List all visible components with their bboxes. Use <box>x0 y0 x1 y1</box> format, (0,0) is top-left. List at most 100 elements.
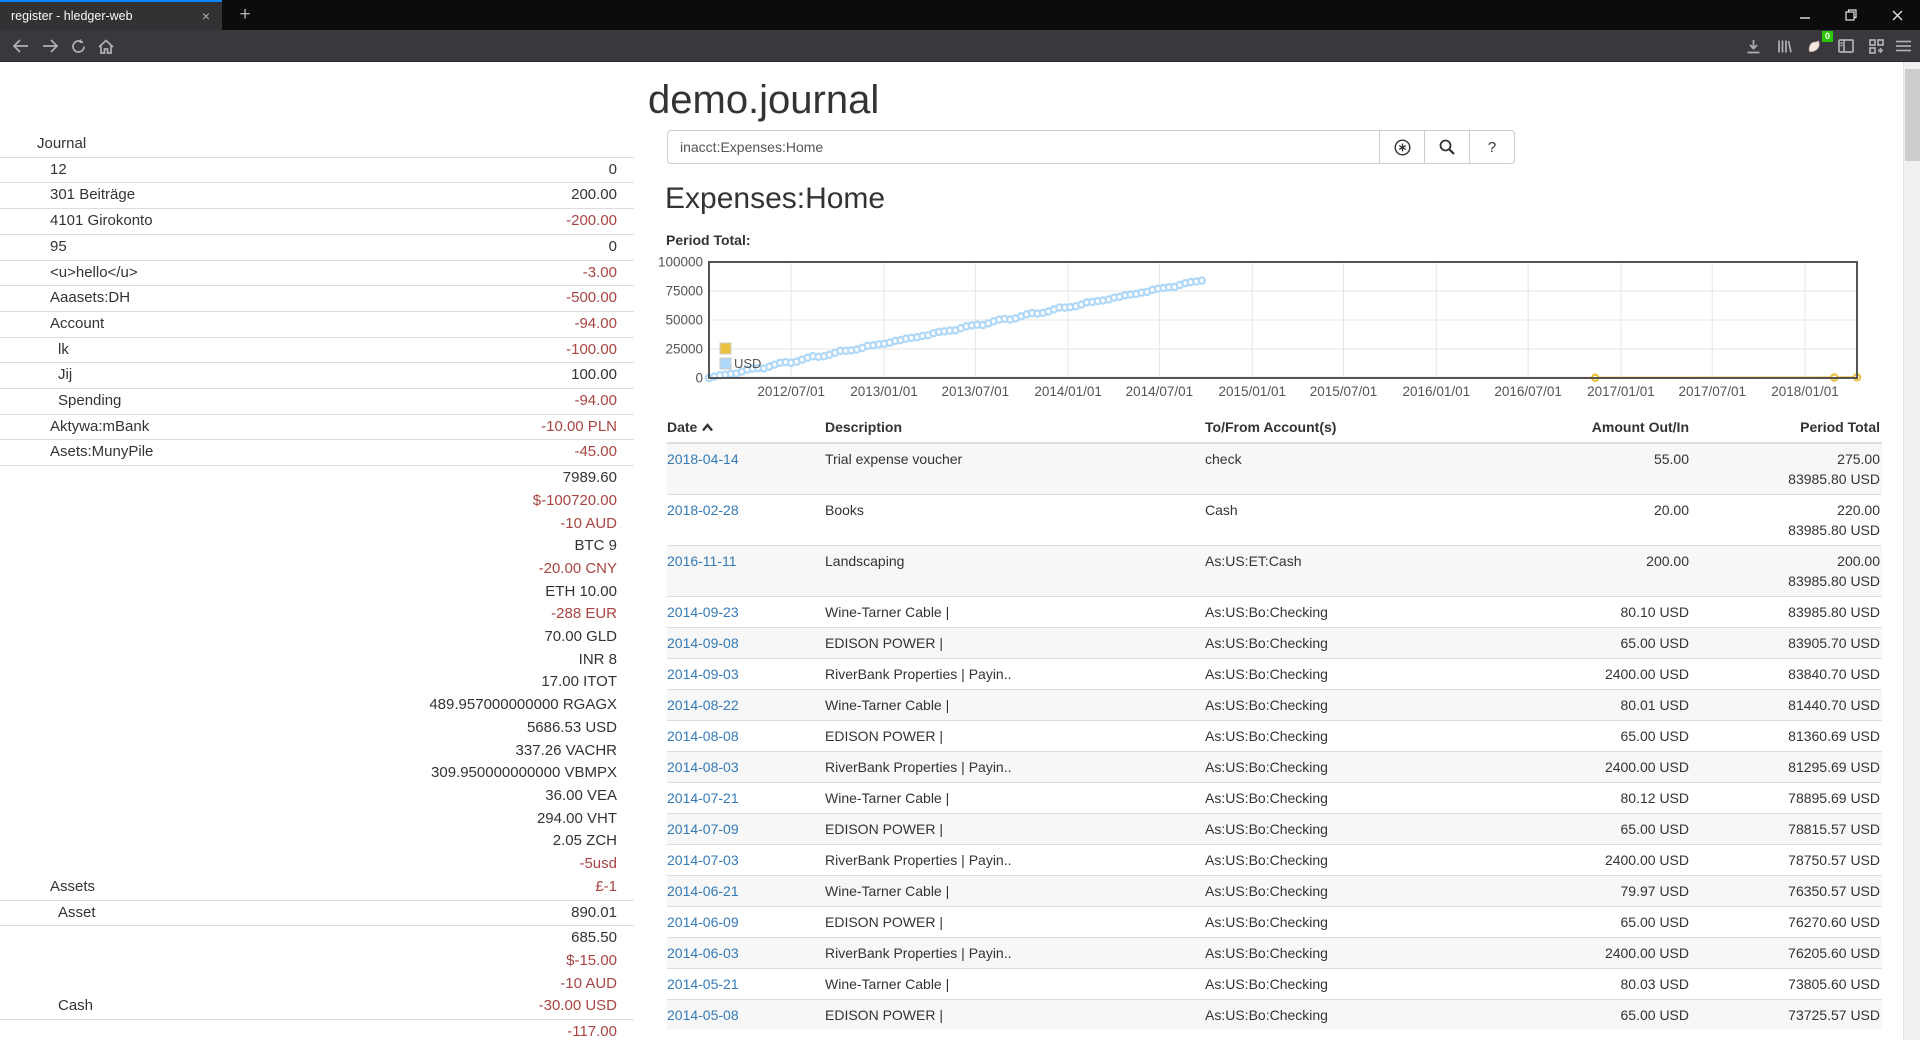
account-link[interactable]: Cash <box>58 997 94 1015</box>
register-row[interactable]: 2014-05-21 Wine-Tarner Cable | As:US:Bo:Ch… <box>667 968 1882 1000</box>
sidebar-account-row[interactable]: lk -100.00 <box>0 338 634 364</box>
clear-query-button[interactable] <box>1380 130 1425 164</box>
register-row[interactable]: 2014-06-21 Wine-Tarner Cable | As:US:Bo:Ch… <box>667 875 1882 907</box>
account-link[interactable]: 301 Beiträge <box>50 186 136 204</box>
transaction-date-link[interactable]: 2014-09-08 <box>667 635 739 651</box>
account-link[interactable]: Spending <box>58 392 122 410</box>
sidebar-account-row[interactable]: 12 0 <box>0 158 634 184</box>
transaction-date-link[interactable]: 2016-11-11 <box>667 553 737 569</box>
sidebar-account-row[interactable]: Assets 7989.60 $-100720.00 -10 AUD BTC 9 -20.… <box>0 466 634 901</box>
column-header-date[interactable]: Date <box>667 414 825 444</box>
browser-tab[interactable]: register - hledger-web × <box>0 0 222 30</box>
sidebar-account-row[interactable]: Account -94.00 <box>0 312 634 338</box>
sidebar-account-row[interactable]: Aktywa:mBank -10.00 PLN <box>0 415 634 441</box>
tab-close-icon[interactable]: × <box>201 8 210 24</box>
menu-hamburger-icon[interactable] <box>1891 34 1915 58</box>
screenshot-grid-icon[interactable] <box>1864 34 1888 58</box>
account-link[interactable]: Assets <box>50 877 96 895</box>
register-row[interactable]: 2016-11-11 Landscaping As:US:ET:Cash 200.00… <box>667 545 1882 597</box>
account-balance: 890.01 <box>571 903 617 921</box>
transaction-account: As:US:Bo:Checking <box>1205 751 1493 783</box>
sidebar-account-row[interactable]: 95 0 <box>0 235 634 261</box>
transaction-date-link[interactable]: 2014-06-21 <box>667 883 739 899</box>
register-row[interactable]: 2014-07-03 RiverBank Properties | Payin..… <box>667 844 1882 876</box>
register-row[interactable]: 2014-08-22 Wine-Tarner Cable | As:US:Bo:Ch… <box>667 689 1882 721</box>
register-row[interactable]: 2014-07-09 EDISON POWER | As:US:Bo:Checkin… <box>667 813 1882 845</box>
library-icon[interactable] <box>1772 34 1796 58</box>
account-link[interactable]: lk <box>58 340 69 358</box>
sidebar-account-row[interactable]: Cash 685.50 $-15.00 -10 AUD -30.00 USD <box>0 926 634 1021</box>
account-link[interactable]: Asets:MunyPile <box>50 443 154 461</box>
sidebar-account-row[interactable]: Aaasets:DH -500.00 <box>0 286 634 312</box>
transaction-date-link[interactable]: 2014-05-21 <box>667 976 739 992</box>
account-link[interactable]: Aktywa:mBank <box>50 417 150 435</box>
sidebar-account-row[interactable]: 4101 Girokonto -200.00 <box>0 209 634 235</box>
transaction-date-link[interactable]: 2018-04-14 <box>667 451 739 467</box>
account-link[interactable]: 95 <box>50 237 67 255</box>
register-row[interactable]: 2014-06-09 EDISON POWER | As:US:Bo:Checkin… <box>667 906 1882 938</box>
sidebars-icon[interactable] <box>1834 34 1858 58</box>
account-link[interactable]: Asset <box>58 903 96 921</box>
register-row[interactable]: 2014-08-08 EDISON POWER | As:US:Bo:Checkin… <box>667 720 1882 752</box>
account-link[interactable]: Jij <box>58 366 73 384</box>
transaction-date-link[interactable]: 2018-02-28 <box>667 502 739 518</box>
register-row[interactable]: 2014-05-08 EDISON POWER | As:US:Bo:Checkin… <box>667 999 1882 1030</box>
home-button[interactable] <box>94 34 118 58</box>
transaction-description: EDISON POWER | <box>825 813 1205 845</box>
transaction-date-link[interactable]: 2014-05-08 <box>667 1007 739 1023</box>
account-balance: 0 <box>608 237 617 255</box>
transaction-date-link[interactable]: 2014-08-22 <box>667 697 739 713</box>
sidebar-account-row[interactable]: -117.00 <box>0 1020 634 1040</box>
register-row[interactable]: 2018-04-14 Trial expense voucher check 55.0… <box>667 442 1882 495</box>
register-row[interactable]: 2018-02-28 Books Cash 20.00 220.00 83985.80 U… <box>667 494 1882 546</box>
period-total-chart[interactable]: 100000 75000 50000 25000 0 2012/07/01 2013/01/… <box>658 255 1883 411</box>
account-link[interactable]: <u>hello</u> <box>50 263 138 281</box>
transaction-date-link[interactable]: 2014-08-08 <box>667 728 739 744</box>
sidebar-account-row[interactable]: Journal <box>0 132 634 158</box>
extension-icon[interactable]: 0 <box>1803 31 1833 58</box>
sidebar-account-row[interactable]: 301 Beiträge 200.00 <box>0 183 634 210</box>
window-close-button[interactable] <box>1874 0 1920 30</box>
query-input[interactable] <box>667 130 1380 164</box>
sidebar-account-row[interactable]: <u>hello</u> -3.00 <box>0 261 634 287</box>
account-link[interactable]: 4101 Girokonto <box>50 212 153 230</box>
downloads-icon[interactable] <box>1741 34 1765 58</box>
register-row[interactable]: 2014-06-03 RiverBank Properties | Payin..… <box>667 937 1882 969</box>
new-tab-button[interactable]: + <box>239 4 251 25</box>
forward-button[interactable] <box>38 34 62 58</box>
window-minimize-button[interactable] <box>1782 0 1828 30</box>
transaction-date-link[interactable]: 2014-09-23 <box>667 604 739 620</box>
transaction-date-link[interactable]: 2014-07-21 <box>667 790 739 806</box>
register-row[interactable]: 2014-09-03 RiverBank Properties | Payin..… <box>667 658 1882 690</box>
transaction-date-link[interactable]: 2014-06-03 <box>667 945 739 961</box>
account-link[interactable]: 12 <box>50 160 67 178</box>
transaction-date-link[interactable]: 2014-07-09 <box>667 821 739 837</box>
reload-button[interactable] <box>66 34 90 58</box>
transaction-account: As:US:Bo:Checking <box>1205 689 1493 721</box>
account-link[interactable]: Account <box>50 314 105 332</box>
transaction-date-link[interactable]: 2014-06-09 <box>667 914 739 930</box>
transaction-description: Landscaping <box>825 545 1205 597</box>
sidebar-account-row[interactable]: Jij 100.00 <box>0 363 634 390</box>
scrollbar-thumb[interactable] <box>1905 69 1920 161</box>
back-button[interactable] <box>8 34 32 58</box>
register-row[interactable]: 2014-09-23 Wine-Tarner Cable | As:US:Bo:Ch… <box>667 596 1882 628</box>
transaction-date-link[interactable]: 2014-09-03 <box>667 666 739 682</box>
account-link[interactable]: Journal <box>37 135 87 152</box>
transaction-description: Wine-Tarner Cable | <box>825 689 1205 721</box>
sidebar-account-row[interactable]: Spending -94.00 <box>0 389 634 415</box>
search-help-button[interactable]: ? <box>1470 130 1515 164</box>
register-row[interactable]: 2014-07-21 Wine-Tarner Cable | As:US:Bo:Ch… <box>667 782 1882 814</box>
register-row[interactable]: 2014-08-03 RiverBank Properties | Payin..… <box>667 751 1882 783</box>
transaction-account: As:US:Bo:Checking <box>1205 720 1493 752</box>
transaction-date-link[interactable]: 2014-07-03 <box>667 852 739 868</box>
sidebar-account-row[interactable]: Asets:MunyPile -45.00 <box>0 440 634 467</box>
account-balance: 200.00 <box>571 186 617 204</box>
account-link[interactable]: Aaasets:DH <box>50 289 131 307</box>
page-scrollbar[interactable] <box>1903 62 1920 1040</box>
sidebar-account-row[interactable]: Asset 890.01 <box>0 901 634 927</box>
register-row[interactable]: 2014-09-08 EDISON POWER | As:US:Bo:Checkin… <box>667 627 1882 659</box>
transaction-date-link[interactable]: 2014-08-03 <box>667 759 739 775</box>
window-restore-button[interactable] <box>1828 0 1874 30</box>
search-submit-button[interactable] <box>1425 130 1470 164</box>
